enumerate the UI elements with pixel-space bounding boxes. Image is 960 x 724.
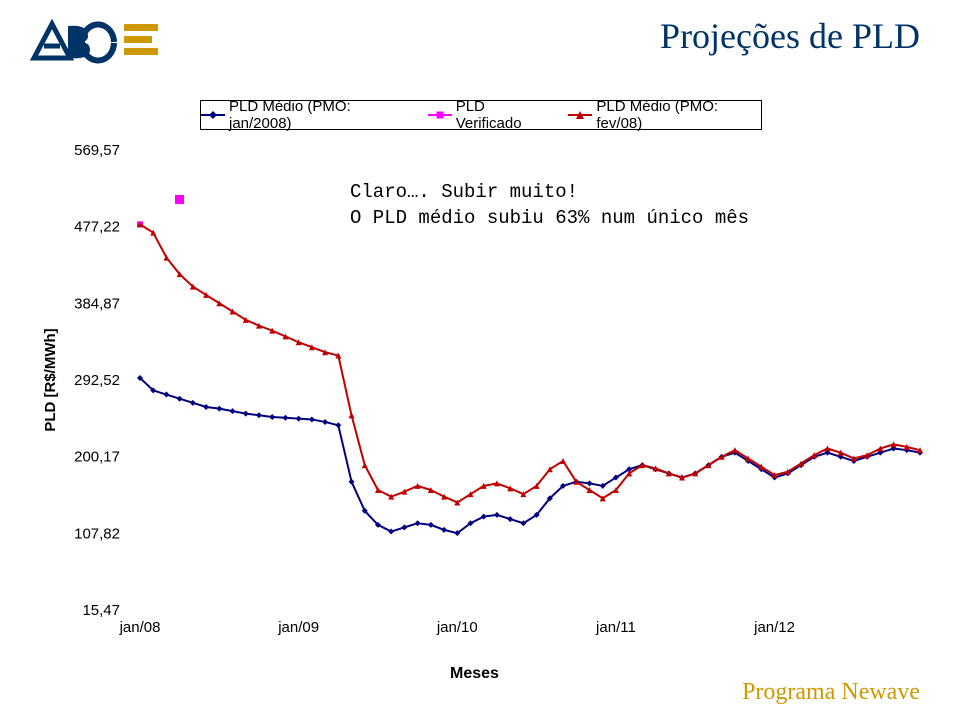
x-tick-label: jan/09 — [277, 619, 319, 636]
data-marker — [335, 422, 341, 428]
data-marker — [362, 462, 368, 468]
x-tick-label: jan/10 — [436, 619, 478, 636]
data-marker — [401, 524, 407, 530]
data-marker — [507, 516, 513, 522]
legend-label: PLD Médio (PMO: fev/08) — [596, 98, 761, 132]
chart-legend: PLD Médio (PMO: jan/2008) PLD Verificado P… — [200, 100, 762, 130]
legend-label: PLD Médio (PMO: jan/2008) — [229, 98, 410, 132]
data-marker — [282, 415, 288, 421]
data-marker — [415, 520, 421, 526]
legend-item: PLD Verificado — [428, 98, 551, 132]
series-line-pld_medio_jan2008 — [140, 378, 920, 533]
data-marker — [296, 416, 302, 422]
abce-logo — [30, 18, 170, 66]
x-axis-title: Meses — [450, 665, 499, 683]
y-tick-label: 292,52 — [74, 372, 120, 389]
x-tick-label: jan/08 — [119, 619, 161, 636]
program-label: Programa Newave — [742, 679, 920, 706]
y-tick-label: 200,17 — [74, 449, 120, 466]
data-marker — [256, 412, 262, 418]
y-tick-label: 107,82 — [74, 525, 120, 542]
y-tick-label: 384,87 — [74, 295, 120, 312]
data-marker — [216, 406, 222, 412]
legend-marker-diamond — [201, 110, 225, 120]
data-marker — [560, 458, 566, 464]
legend-marker-triangle — [568, 110, 592, 120]
data-marker — [428, 522, 434, 528]
y-tick-label: 569,57 — [74, 142, 120, 159]
x-tick-label: jan/11 — [595, 619, 636, 636]
page-title: Projeções de PLD — [660, 15, 920, 57]
data-marker — [269, 414, 275, 420]
legend-item: PLD Médio (PMO: jan/2008) — [201, 98, 410, 132]
y-axis-label: PLD [R$/MWh] — [42, 328, 59, 431]
data-marker — [309, 416, 315, 422]
data-marker — [230, 408, 236, 414]
data-marker — [349, 479, 355, 485]
data-marker — [177, 396, 183, 402]
legend-marker-square — [428, 110, 452, 120]
y-tick-label: 477,22 — [74, 219, 120, 236]
data-marker — [441, 527, 447, 533]
data-marker — [322, 419, 328, 425]
data-marker — [190, 400, 196, 406]
series-line-pld_medio_fev08 — [140, 224, 920, 502]
legend-label: PLD Verificado — [456, 98, 551, 132]
x-tick-label: jan/12 — [753, 619, 795, 636]
data-marker — [494, 512, 500, 518]
abce-logo-svg — [30, 18, 170, 66]
data-marker — [163, 392, 169, 398]
y-tick-label: 15,47 — [82, 602, 120, 619]
legend-item: PLD Médio (PMO: fev/08) — [568, 98, 761, 132]
data-marker — [349, 412, 355, 418]
chart-area: 15,47 107,82 200,17 292,52 384,87 477,22 569,5… — [30, 140, 930, 650]
data-marker — [586, 480, 592, 486]
chart-svg: 15,47 107,82 200,17 292,52 384,87 477,22 569,5… — [30, 140, 930, 650]
data-marker — [203, 404, 209, 410]
data-marker — [243, 411, 249, 417]
